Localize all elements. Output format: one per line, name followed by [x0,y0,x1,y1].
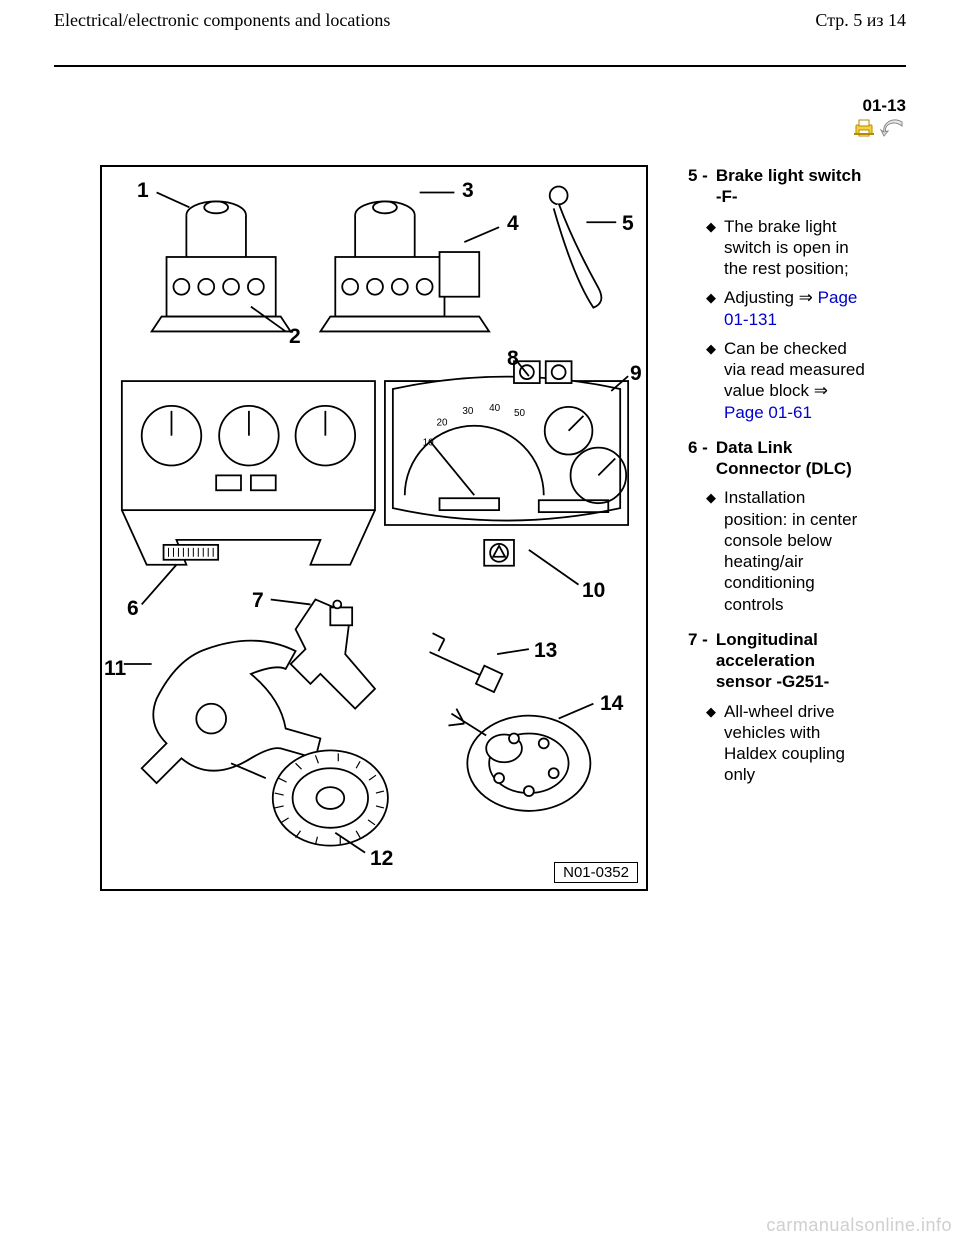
figure: 20 10 30 40 50 [100,165,648,891]
bullet-icon: ◆ [706,487,716,615]
svg-text:50: 50 [514,408,526,419]
header-rule [54,65,906,67]
callout-6: 6 [127,597,139,621]
svg-text:10: 10 [423,438,435,449]
callout-11: 11 [104,657,126,681]
svg-text:20: 20 [437,418,449,429]
page-number: 01-13 [863,96,906,116]
bullet-text-part: Can be checked via read measured value b… [724,339,865,401]
svg-text:40: 40 [489,403,501,414]
list-item: ◆ Can be checked via read measured value… [688,338,868,423]
page-link[interactable]: Page 01-61 [724,403,812,422]
bullet-icon: ◆ [706,216,716,280]
callout-10: 10 [582,579,605,603]
callout-3: 3 [462,179,474,203]
back-icon[interactable] [880,118,906,143]
callout-4: 4 [507,212,519,236]
item-7: 7 - Longitudinal acceleration sensor -G2… [688,629,868,693]
item-7-bullets: ◆ All-wheel drive vehicles with Haldex c… [688,701,868,786]
callout-2: 2 [289,325,301,349]
item-5-bullets: ◆ The brake light switch is open in the … [688,216,868,423]
figure-svg: 20 10 30 40 50 [102,167,646,889]
item-5: 5 - Brake light switch -F- [688,165,868,208]
callout-13: 13 [534,639,557,663]
arrow-icon: ⇒ [799,288,813,307]
figure-caption: N01-0352 [554,862,638,883]
item-5-num: 5 - [688,165,708,208]
bullet-text-part: Adjusting [724,288,799,307]
print-icon[interactable] [854,118,876,143]
callout-8: 8 [507,347,519,371]
item-6-bullets: ◆ Installation position: in center conso… [688,487,868,615]
header-left: Electrical/electronic components and loc… [54,10,390,31]
arrow-icon: ⇒ [814,381,828,400]
item-7-title: Longitudinal acceleration sensor -G251- [716,629,868,693]
page-header: Electrical/electronic components and loc… [0,0,960,37]
toolbar-icons [854,118,906,143]
callout-7: 7 [252,589,264,613]
bullet-text: The brake light switch is open in the re… [724,216,868,280]
bullet-text: Can be checked via read measured value b… [724,338,868,423]
item-6-title: Data Link Connector (DLC) [716,437,868,480]
callout-12: 12 [370,847,393,871]
callout-5: 5 [622,212,634,236]
svg-text:30: 30 [462,406,474,417]
list-item: ◆ All-wheel drive vehicles with Haldex c… [688,701,868,786]
callout-9: 9 [630,362,642,386]
callout-14: 14 [600,692,623,716]
bullet-text: All-wheel drive vehicles with Haldex cou… [724,701,868,786]
header-right: Стр. 5 из 14 [815,10,906,31]
bullet-text: Adjusting ⇒ Page 01-131 [724,287,868,330]
item-6: 6 - Data Link Connector (DLC) [688,437,868,480]
bullet-text: Installation position: in center console… [724,487,868,615]
item-5-title: Brake light switch -F- [716,165,868,208]
list-item: ◆ The brake light switch is open in the … [688,216,868,280]
list-item: ◆ Adjusting ⇒ Page 01-131 [688,287,868,330]
bullet-icon: ◆ [706,701,716,786]
main-content: 20 10 30 40 50 [100,165,906,891]
list-item: ◆ Installation position: in center conso… [688,487,868,615]
item-6-num: 6 - [688,437,708,480]
watermark: carmanualsonline.info [766,1215,952,1236]
bullet-icon: ◆ [706,338,716,423]
callout-1: 1 [137,179,149,203]
item-7-num: 7 - [688,629,708,693]
text-column: 5 - Brake light switch -F- ◆ The brake l… [688,165,868,800]
bullet-icon: ◆ [706,287,716,330]
